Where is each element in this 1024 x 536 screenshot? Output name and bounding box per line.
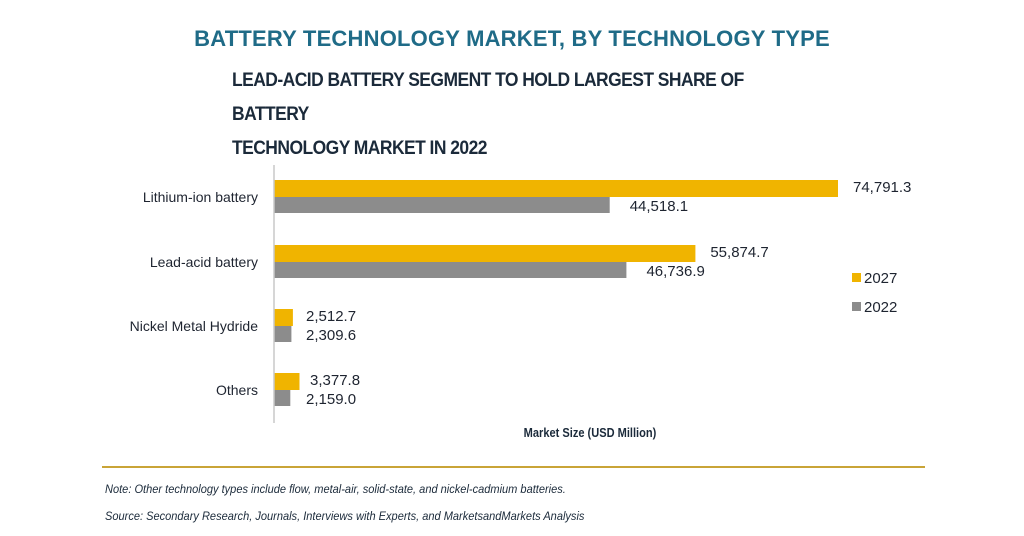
category-label: Lead-acid battery — [150, 254, 258, 270]
bar-2022 — [274, 326, 292, 342]
data-label-2022: 46,736.9 — [646, 263, 704, 280]
plot-area: Lithium-ion battery 74,791.3 44,518.1 Lead-… — [130, 179, 912, 408]
bar-2022 — [274, 262, 627, 278]
legend-label-2027: 2027 — [864, 270, 897, 287]
footer-divider — [102, 466, 925, 468]
category-label: Lithium-ion battery — [143, 189, 258, 205]
subtitle-line-2: TECHNOLOGY MARKET IN 2022 — [232, 138, 487, 159]
data-label-2027: 74,791.3 — [853, 179, 911, 196]
data-label-2022: 2,309.6 — [306, 327, 356, 344]
legend-swatch-2027 — [852, 273, 861, 282]
bar-2022 — [274, 197, 610, 213]
x-axis-label: Market Size (USD Million) — [523, 425, 657, 440]
source-note: Source: Secondary Research, Journals, In… — [105, 509, 585, 523]
data-label-2022: 2,159.0 — [306, 391, 356, 408]
legend: 2027 2022 — [852, 270, 897, 316]
category-label: Others — [216, 382, 258, 398]
footnote: Note: Other technology types include flo… — [105, 482, 566, 496]
legend-label-2022: 2022 — [864, 299, 897, 316]
data-label-2027: 3,377.8 — [310, 372, 360, 389]
bar-2027 — [274, 309, 293, 326]
category-label: Nickel Metal Hydride — [130, 318, 259, 334]
bar-2027 — [274, 245, 696, 262]
bar-2022 — [274, 390, 291, 406]
bar-2027 — [274, 373, 300, 390]
data-label-2022: 44,518.1 — [630, 198, 688, 215]
chart-title: BATTERY TECHNOLOGY MARKET, BY TECHNOLOGY… — [194, 26, 830, 51]
data-label-2027: 55,874.7 — [710, 244, 768, 261]
subtitle-line-1: LEAD-ACID BATTERY SEGMENT TO HOLD LARGES… — [232, 70, 744, 125]
bar-2027 — [274, 180, 838, 197]
chart-subtitle: LEAD-ACID BATTERY SEGMENT TO HOLD LARGES… — [232, 64, 802, 166]
legend-swatch-2022 — [852, 302, 861, 311]
data-label-2027: 2,512.7 — [306, 308, 356, 325]
